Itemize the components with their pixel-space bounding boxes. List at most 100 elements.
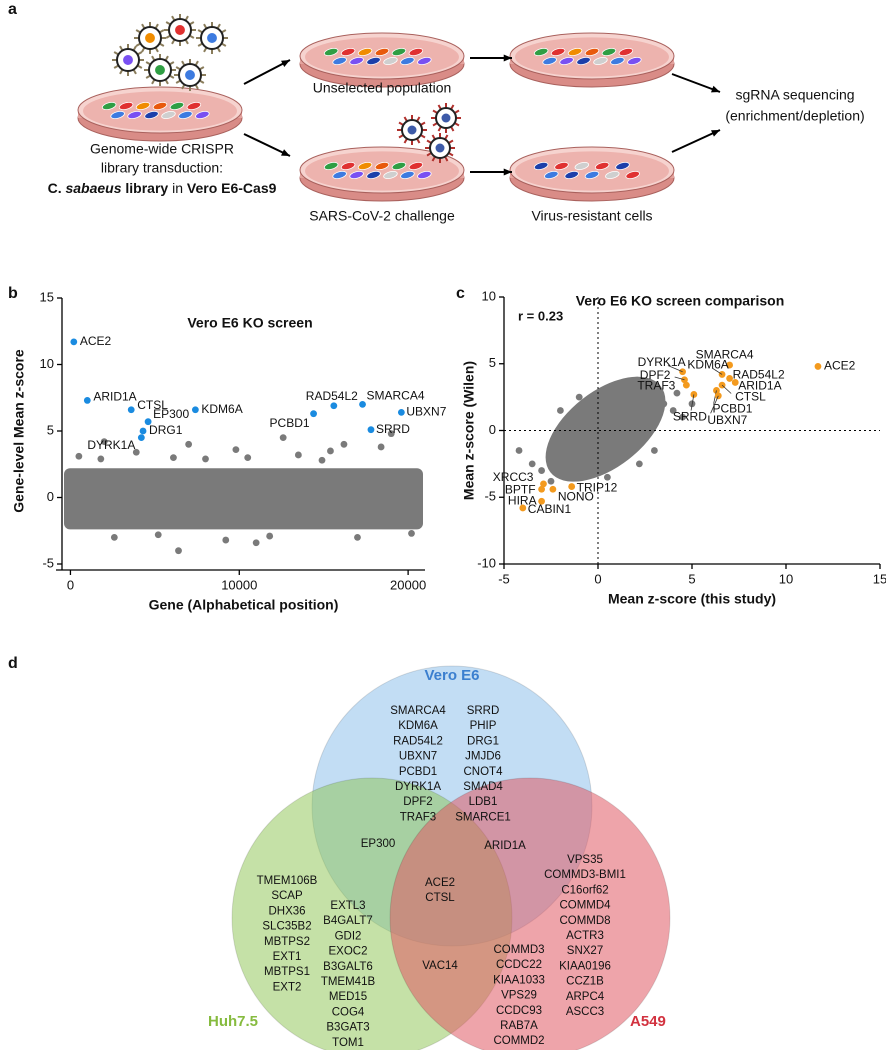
library-part: in [168,180,187,196]
y-axis-label: Gene-level Mean z-score [11,349,27,513]
dish-medium [515,37,669,77]
point [202,455,209,463]
gene-label: C16orf62 [561,884,608,896]
point [83,397,91,404]
arrow-head [281,149,290,156]
gene-label: SRRD [467,705,500,717]
cell [533,48,549,56]
gene-label: COMMD2 [493,1035,544,1047]
point-label: EP300 [153,407,189,421]
point [575,393,583,401]
gene-label: ASCC3 [566,1006,604,1018]
point [175,547,182,555]
step-label: SARS-CoV-2 challenge [309,208,455,224]
point [726,361,733,369]
cell [576,57,591,65]
gene-label: B3GALT6 [323,961,373,973]
point [191,406,199,414]
leader-line [721,384,732,394]
cell [567,48,583,56]
point [549,485,557,493]
gene-label: PHIP [470,720,497,732]
cell [408,48,424,56]
cell [169,102,185,110]
point-label: ARID1A [738,379,781,393]
x-tick-label: 5 [688,571,695,586]
cell [383,57,398,65]
library-label: C. sabaeus library in Vero E6-Cas9 [48,180,277,196]
step-label: Unselected population [313,80,452,96]
point [660,400,668,408]
cell [542,57,557,65]
cell [186,102,202,110]
point [266,532,274,540]
cell [340,48,356,56]
y-tick-label: 5 [47,422,54,437]
point [726,375,733,382]
gene-label: TMEM106B [257,875,318,887]
cell [408,162,424,170]
leader-line [710,395,719,414]
cell [195,111,210,119]
point [232,446,240,454]
cell [417,171,432,179]
x-tick-label: 10 [779,571,793,586]
cell [584,48,600,56]
y-axis-label: Mean z-score (Wilen) [461,361,477,500]
cell [400,171,415,179]
point-label: ACE2 [824,359,856,373]
point [132,448,140,456]
gene-label: VPS29 [501,990,537,1002]
arrow-head [503,54,512,62]
cell [417,57,432,65]
cell [161,111,176,119]
gene-label: UBXN7 [399,751,437,763]
point-label: UBXN7 [707,413,747,427]
venn: d Vero E6 Huh7.5 A549 SMARCA4 KDM6A RAD54L2 UBX… [8,655,671,1050]
leader-line [712,367,723,375]
point [387,430,395,438]
cell [144,111,159,119]
gene-label: TRAF3 [400,811,436,823]
point-label: NONO [558,489,594,503]
cell [357,162,373,170]
panel-label: d [8,655,18,672]
gene-label: TMEM41B [321,976,376,988]
gene-label: EXOC2 [329,946,368,958]
point [604,473,611,481]
x-axis-label: Gene (Alphabetical position) [149,597,339,613]
gene-label: SMAD4 [463,781,503,793]
point-label: RAD54L2 [306,389,358,403]
point [75,452,83,460]
point [547,477,555,485]
gene-label: COMMD3-BMI1 [544,869,626,881]
gene-label: DYRK1A [395,781,441,793]
cell [374,48,390,56]
gene-label: COG4 [332,1006,365,1018]
point [185,440,193,448]
point [515,447,523,454]
virion-core [185,70,195,80]
chart-title: Vero E6 KO screen comparison [576,293,785,309]
point [154,531,162,539]
virion-core [207,33,217,43]
gene-label: EP300 [361,838,396,850]
gene-label: PCBD1 [399,766,437,778]
schematic [77,14,721,202]
point [318,456,326,464]
cell [391,48,407,56]
arrow [243,59,291,85]
point [647,384,655,392]
gene-label: GDI2 [335,930,362,942]
gene-label: KIAA1033 [493,974,545,986]
arrow [671,129,721,153]
gene-label: MBTPS2 [264,936,310,948]
x-axis-label: Mean z-score (this study) [608,591,776,607]
cell [101,102,117,110]
point [310,410,317,418]
leader-line [667,365,683,373]
cell [605,171,620,179]
gene-label: JMJD6 [465,751,501,763]
